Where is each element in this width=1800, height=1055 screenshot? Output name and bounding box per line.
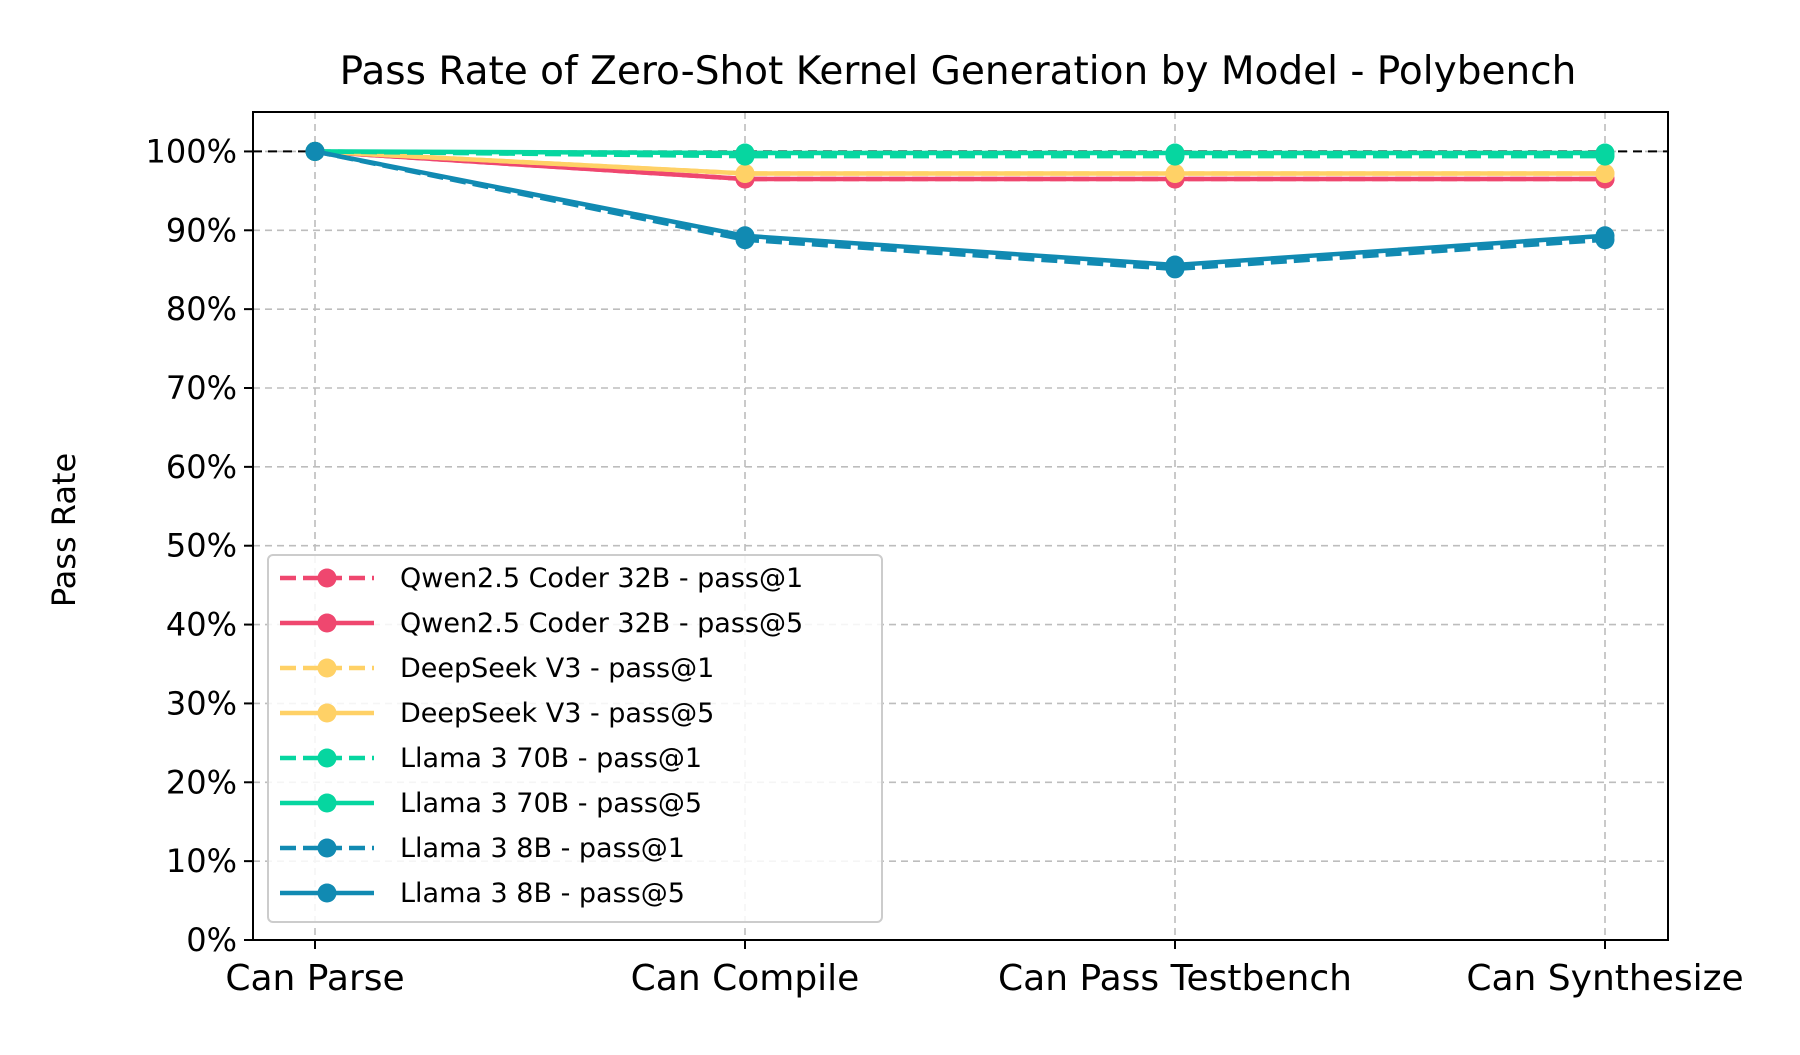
data-point	[1595, 143, 1615, 163]
y-tick-label: 50%	[166, 527, 237, 565]
x-tick-label: Can Pass Testbench	[998, 958, 1352, 999]
legend-marker	[317, 613, 337, 633]
legend-label: Llama 3 8B - pass@5	[400, 878, 685, 909]
legend-label: Llama 3 8B - pass@1	[400, 833, 685, 864]
legend-marker	[317, 568, 337, 588]
legend-label: Qwen2.5 Coder 32B - pass@5	[400, 608, 803, 639]
series	[305, 141, 1615, 275]
legend-marker	[317, 883, 337, 903]
y-tick-label: 20%	[166, 763, 237, 801]
data-point	[1595, 226, 1615, 246]
legend-item: Qwen2.5 Coder 32B - pass@5	[280, 608, 803, 639]
legend-marker	[317, 703, 337, 723]
data-point	[735, 164, 755, 184]
x-tick-label: Can Parse	[225, 958, 404, 999]
y-tick-label: 10%	[166, 842, 237, 880]
data-point	[1595, 164, 1615, 184]
legend-item: Llama 3 8B - pass@1	[280, 833, 685, 864]
data-point	[1165, 164, 1185, 184]
legend-label: DeepSeek V3 - pass@5	[400, 698, 714, 729]
y-tick-label: 30%	[166, 684, 237, 722]
series-line	[314, 149, 1605, 156]
legend-item: Llama 3 70B - pass@5	[280, 788, 702, 819]
legend-marker	[317, 658, 337, 678]
series-line	[314, 149, 1606, 268]
legend-box	[267, 554, 883, 923]
data-point	[1165, 143, 1185, 163]
legend-label: Llama 3 70B - pass@5	[400, 788, 702, 819]
legend-label: Qwen2.5 Coder 32B - pass@1	[400, 563, 803, 594]
y-tick-label: 100%	[146, 132, 237, 170]
x-tick-label: Can Synthesize	[1466, 958, 1743, 999]
plot-frame	[252, 111, 1669, 941]
y-tick-label: 0%	[186, 921, 237, 959]
data-point	[735, 226, 755, 246]
legend-item: Llama 3 8B - pass@5	[280, 878, 685, 909]
data-point	[305, 141, 325, 161]
series-layer	[305, 141, 1615, 279]
y-axis-label: Pass Rate	[45, 453, 83, 607]
legend-label: Llama 3 70B - pass@1	[400, 743, 702, 774]
legend: Qwen2.5 Coder 32B - pass@1 Qwen2.5 Coder …	[267, 554, 883, 923]
legend-item: Llama 3 70B - pass@1	[280, 743, 702, 774]
series-line	[314, 149, 1605, 182]
x-tick-label: Can Compile	[631, 958, 860, 999]
legend-item: DeepSeek V3 - pass@5	[280, 698, 714, 729]
legend-marker	[317, 793, 337, 813]
axes: 0% 10% 20% 30% 40% 50% 60% 70% 80% 90% 100% Can Par…	[146, 132, 1744, 999]
series	[305, 141, 1615, 189]
legend-marker	[317, 838, 337, 858]
legend-item: DeepSeek V3 - pass@1	[280, 653, 714, 684]
legend-item: Qwen2.5 Coder 32B - pass@1	[280, 563, 803, 594]
y-tick-label: 90%	[166, 211, 237, 249]
y-tick-label: 40%	[166, 606, 237, 644]
data-point	[1165, 255, 1185, 275]
y-tick-label: 80%	[166, 290, 237, 328]
data-point	[735, 143, 755, 163]
chart-title: Pass Rate of Zero-Shot Kernel Generation…	[340, 49, 1577, 94]
y-tick-label: 60%	[166, 448, 237, 486]
y-tick-label: 70%	[166, 369, 237, 407]
legend-marker	[317, 748, 337, 768]
series-line	[314, 149, 1605, 176]
legend-label: DeepSeek V3 - pass@1	[400, 653, 714, 684]
